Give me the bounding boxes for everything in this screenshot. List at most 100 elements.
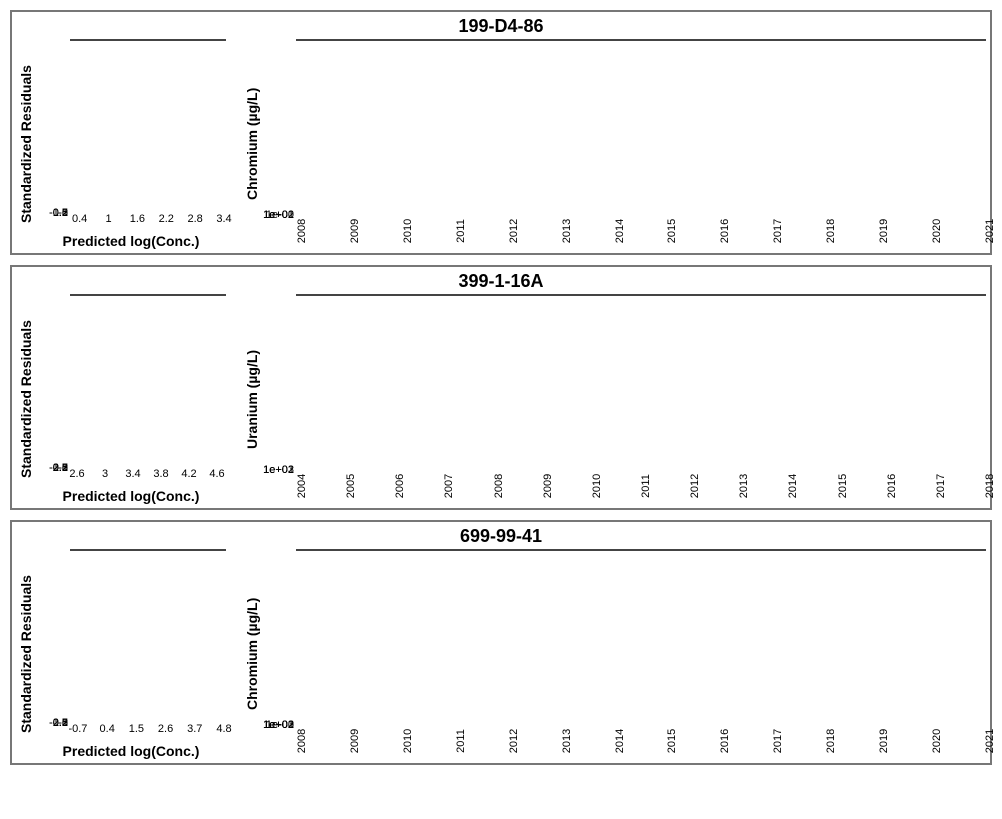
detected-point [189, 39, 203, 41]
detected-point [641, 294, 655, 296]
detected-point [584, 39, 598, 41]
detected-point [174, 294, 188, 296]
detected-point [475, 39, 489, 41]
x-axis-label: Predicted log(Conc.) [36, 741, 226, 759]
nondetect-point [744, 549, 760, 551]
detected-point [960, 294, 974, 296]
detected-point [150, 294, 164, 296]
detected-point [103, 294, 117, 296]
detected-point [155, 294, 169, 296]
detected-point [170, 294, 184, 296]
detected-point [118, 294, 132, 296]
figure-grid: 199-D4-86Standardized Residuals(a)-2-1.5… [10, 10, 992, 765]
detected-point [736, 294, 750, 296]
detected-point [181, 294, 195, 296]
detected-point [533, 39, 547, 41]
detected-point [186, 549, 200, 551]
detected-point [208, 39, 222, 41]
detected-point [129, 294, 143, 296]
detected-point [817, 294, 831, 296]
nondetect-point [113, 549, 129, 551]
detected-point [443, 39, 457, 41]
timeseries-plot: (f)Detected ConcentrationRegression Mode… [296, 549, 986, 551]
detected-point [208, 294, 222, 296]
detected-point [149, 294, 163, 296]
detected-point [225, 294, 226, 296]
detected-point [912, 294, 926, 296]
nondetect-point [601, 549, 617, 551]
nondetect-point [104, 39, 120, 41]
nondetect-point [82, 549, 98, 551]
detected-point [156, 294, 170, 296]
detected-point [117, 39, 131, 41]
detected-point [729, 549, 743, 551]
detected-point [152, 294, 166, 296]
detected-point [149, 294, 163, 296]
detected-point [546, 294, 560, 296]
detected-point [153, 39, 167, 41]
detected-point [613, 39, 627, 41]
y-axis-label: Standardized Residuals [16, 39, 36, 249]
nondetect-point [75, 549, 91, 551]
scatter-plot: (e) [70, 549, 226, 551]
detected-point [82, 294, 96, 296]
detected-point [200, 294, 214, 296]
detected-point [200, 294, 214, 296]
detected-point [451, 39, 465, 41]
detected-point [165, 549, 179, 551]
nondetect-point [121, 549, 137, 551]
detected-point [179, 294, 193, 296]
timeseries-plot: (d)Detected ConcentrationRegression Mode… [296, 294, 986, 296]
detected-point [159, 294, 173, 296]
nondetect-point [116, 39, 132, 41]
detected-point [99, 294, 113, 296]
detected-point [180, 39, 194, 41]
detected-point [201, 294, 215, 296]
detected-point [756, 294, 770, 296]
nondetect-point [71, 549, 87, 551]
detected-point [790, 294, 804, 296]
detected-point [138, 549, 152, 551]
nondetect-point [137, 549, 153, 551]
detected-point [871, 294, 885, 296]
detected-point [199, 294, 213, 296]
detected-point [154, 294, 168, 296]
detected-point [682, 294, 696, 296]
detected-point [106, 294, 120, 296]
detected-point [111, 294, 125, 296]
detected-point [804, 294, 818, 296]
detected-point [158, 549, 172, 551]
detected-point [682, 39, 696, 41]
detected-point [146, 549, 160, 551]
detected-point [614, 294, 628, 296]
detected-point [573, 294, 587, 296]
x-axis-label: Predicted log(Conc.) [36, 486, 226, 504]
detected-point [168, 294, 182, 296]
detected-point [168, 294, 182, 296]
detected-point [134, 294, 148, 296]
detected-point [125, 294, 139, 296]
detected-point [147, 294, 161, 296]
detected-point [745, 549, 759, 551]
nondetect-point [530, 39, 546, 41]
detected-point [131, 39, 145, 41]
detected-point [695, 294, 709, 296]
nondetect-point [501, 39, 517, 41]
detected-point [481, 549, 495, 551]
detected-point [71, 294, 85, 296]
detected-point [602, 39, 616, 41]
detected-point [471, 294, 485, 296]
detected-point [159, 294, 173, 296]
nondetect-point [628, 549, 644, 551]
detected-point [702, 294, 716, 296]
detected-point [618, 549, 632, 551]
detected-point [136, 294, 150, 296]
detected-point [905, 294, 919, 296]
detected-point [181, 294, 195, 296]
nondetect-point [94, 549, 110, 551]
detected-point [165, 294, 179, 296]
x-axis-label: Predicted log(Conc.) [36, 231, 226, 249]
nondetect-point [511, 549, 527, 551]
detected-point [494, 39, 508, 41]
detected-point [182, 294, 196, 296]
